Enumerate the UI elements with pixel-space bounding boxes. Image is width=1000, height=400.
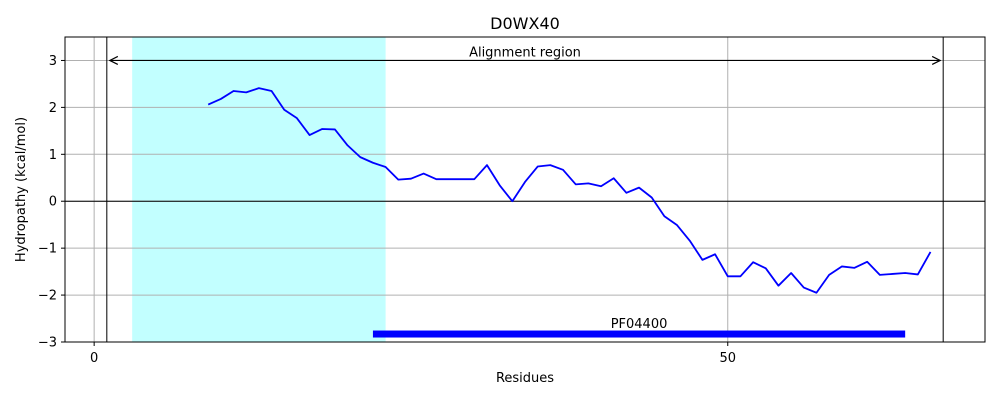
y-axis-label: Hydropathy (kcal/mol) xyxy=(14,117,29,262)
alignment-region-label: Alignment region xyxy=(469,45,581,60)
y-tick-label-3: 0 xyxy=(49,195,57,210)
y-tick-label-4: 1 xyxy=(49,148,57,163)
plot-frame xyxy=(64,36,986,343)
chart-title: D0WX40 xyxy=(490,14,560,33)
x-tick-label-0: 0 xyxy=(90,351,98,366)
y-tick-label-1: −2 xyxy=(38,289,57,304)
x-tick-label-1: 50 xyxy=(719,351,736,366)
y-tick-label-0: −3 xyxy=(38,336,57,351)
highlight-layer xyxy=(132,37,386,342)
y-tick-label-2: −1 xyxy=(38,242,57,257)
annotation-layer: Alignment region PF04400 xyxy=(108,45,942,338)
alignment-arrow-head-right xyxy=(931,55,942,65)
domain-label: PF04400 xyxy=(611,317,668,332)
y-tick-label-6: 3 xyxy=(49,54,57,69)
x-axis-label: Residues xyxy=(496,371,554,386)
ticks-layer: −3 −2 −1 0 1 2 3 0 50 xyxy=(38,54,736,366)
reference-lines xyxy=(65,37,985,342)
domain-bar xyxy=(372,330,906,338)
hydropathy-line-0 xyxy=(207,87,932,294)
series-layer xyxy=(207,87,932,294)
y-tick-label-5: 2 xyxy=(49,101,57,116)
alignment-arrow-head-left xyxy=(108,55,119,65)
highlight-region xyxy=(132,37,386,342)
